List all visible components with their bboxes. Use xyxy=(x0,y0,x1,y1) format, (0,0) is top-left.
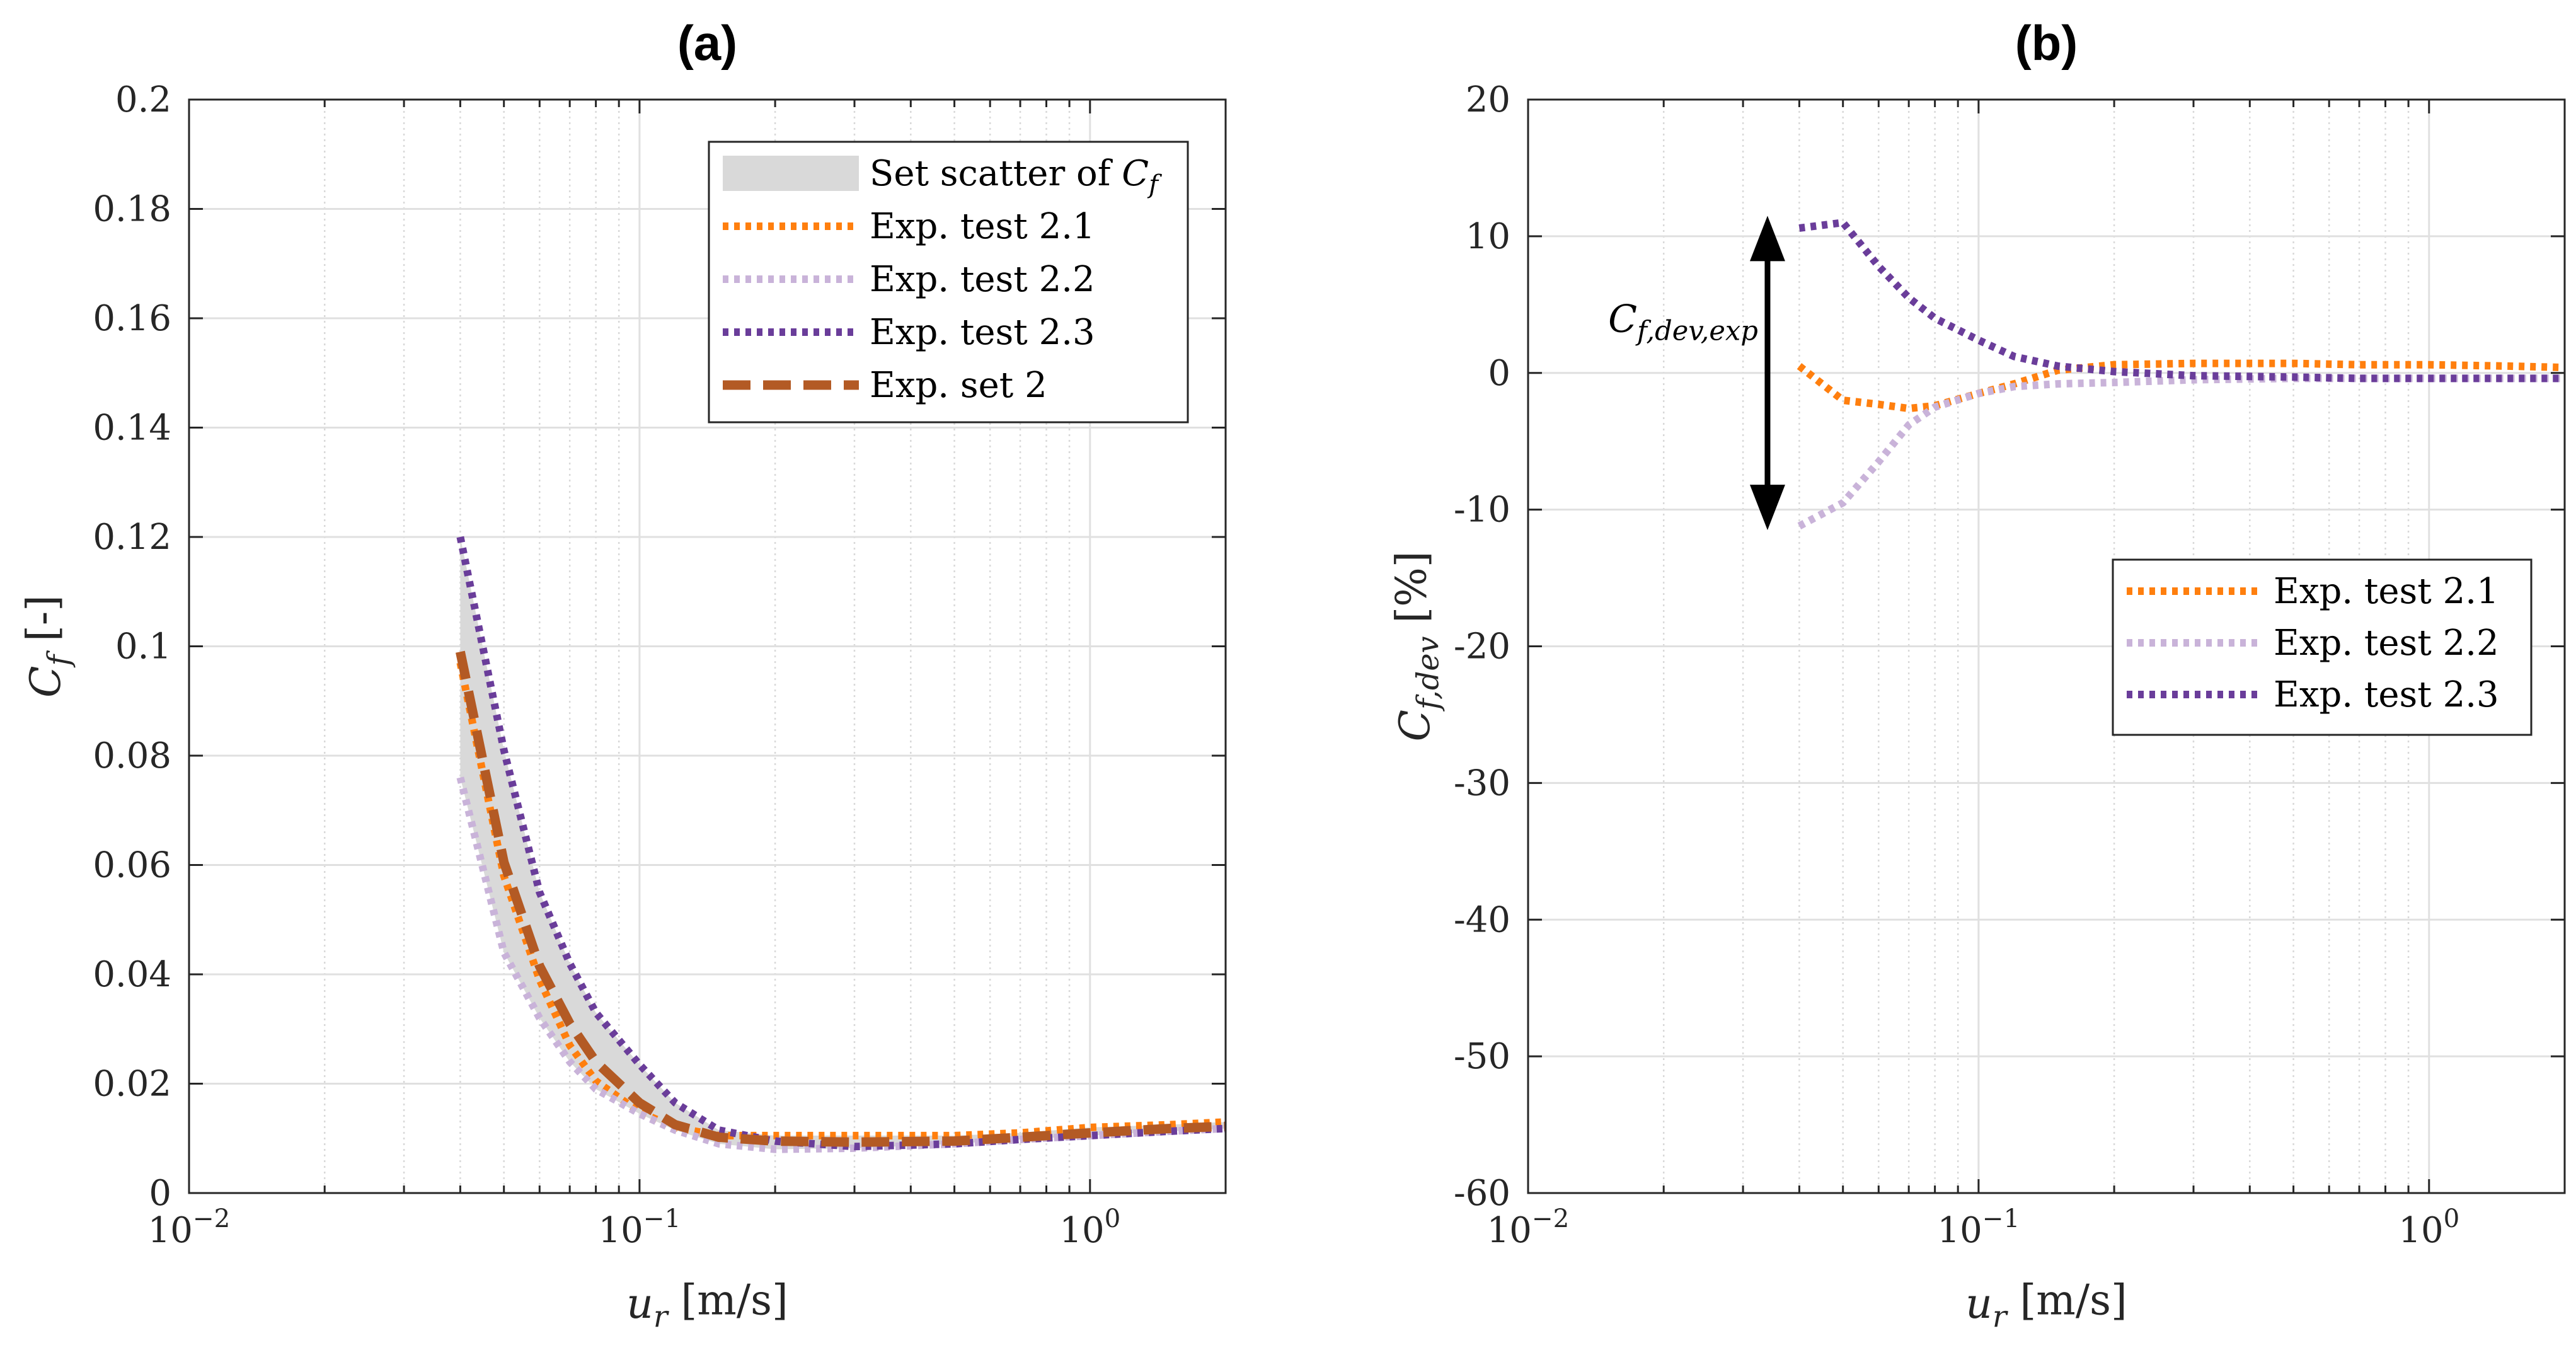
arrow-head-up xyxy=(1749,216,1785,262)
legend-label-scatter-band: Set scatter of Cf xyxy=(870,153,1162,199)
y-tick-label: 0.2 xyxy=(115,79,171,120)
annotation-label: Cf,dev,exp xyxy=(1608,297,1758,347)
legend-label: Exp. test 2.1 xyxy=(2274,571,2499,612)
y-axis-label: Cf [-] xyxy=(18,595,76,698)
series-line-exp-test-2-1 xyxy=(1797,359,2565,413)
y-tick-label: -30 xyxy=(1454,763,1510,804)
legend-label: Exp. test 2.3 xyxy=(2274,674,2499,715)
series-line-exp-set-2 xyxy=(456,650,1226,1147)
series-line-exp-test-2-3 xyxy=(456,536,1226,1151)
y-tick-label: 0.12 xyxy=(93,517,171,558)
series-group xyxy=(456,536,1226,1153)
y-tick-label: -10 xyxy=(1454,490,1510,531)
chart-title: (b) xyxy=(2015,15,2078,71)
legend: Exp. test 2.1 Exp. test 2.2 Exp. test 2.3 xyxy=(2112,558,2533,736)
legend-label: Exp. test 2.3 xyxy=(870,312,1095,353)
y-tick-label: 0.06 xyxy=(93,845,171,886)
x-tick-label: 10−1 xyxy=(1938,1204,2020,1251)
deviation-annotation: Cf,dev,exp xyxy=(1608,216,1785,531)
series-group xyxy=(1797,219,2565,529)
y-tick-label: -60 xyxy=(1454,1173,1510,1214)
x-tick-label: 10−1 xyxy=(599,1204,681,1251)
legend: Set scatter of Cf Exp. test 2.1 Exp. test … xyxy=(708,141,1189,424)
legend-label: Exp. test 2.2 xyxy=(870,259,1095,300)
legend-swatch-scatter-band xyxy=(723,156,859,191)
y-tick-label: -40 xyxy=(1454,899,1510,940)
arrow-head-down xyxy=(1749,485,1785,531)
axes: 10−2 10−1 100 0 0.02 0.04 0.06 0.08 0.1 0.12 0.14 0… xyxy=(93,79,1227,1251)
legend-label: Exp. set 2 xyxy=(870,365,1047,406)
legend-label: Exp. test 2.2 xyxy=(2274,623,2499,664)
y-tick-label: 0.18 xyxy=(93,189,171,230)
legend-label: Exp. test 2.1 xyxy=(870,206,1095,247)
x-axis-label: ur [m/s] xyxy=(626,1276,788,1334)
y-tick-label: 0 xyxy=(149,1173,171,1214)
y-tick-label: 0.14 xyxy=(93,408,171,449)
y-tick-label: 0.04 xyxy=(93,954,171,995)
chart-title: (a) xyxy=(677,15,737,71)
series-line-exp-test-2-3 xyxy=(1798,219,2565,383)
axes: 10−2 10−1 100 -60 -50 -40 -30 -20 -10 0 10 20 xyxy=(1454,79,2566,1251)
y-tick-label: 0.08 xyxy=(93,735,171,776)
y-tick-label: 10 xyxy=(1466,216,1510,257)
y-tick-label: -20 xyxy=(1454,626,1510,667)
legend-box xyxy=(2112,558,2533,736)
y-tick-label: 20 xyxy=(1466,79,1510,120)
y-tick-label: 0 xyxy=(1488,353,1510,394)
x-tick-label: 10−2 xyxy=(148,1204,231,1251)
y-tick-label: -50 xyxy=(1454,1036,1510,1077)
x-tick-label: 100 xyxy=(1059,1204,1120,1251)
y-tick-label: 0.16 xyxy=(93,298,171,339)
series-line-exp-test-2-2 xyxy=(1797,374,2565,529)
x-axis-label: ur [m/s] xyxy=(1965,1276,2127,1334)
y-tick-label: 0.02 xyxy=(93,1064,171,1105)
panel-a: 10−2 10−1 100 0 0.02 0.04 0.06 0.08 0.1 0.12 0.14 0… xyxy=(18,15,1227,1334)
x-tick-label: 10−2 xyxy=(1487,1204,1570,1251)
x-tick-label: 100 xyxy=(2398,1204,2459,1251)
panel-b: 10−2 10−1 100 -60 -50 -40 -30 -20 -10 0 10 20 (b) ur … xyxy=(1387,15,2566,1334)
y-axis-label: Cf,dev [%] xyxy=(1387,551,1446,741)
y-tick-label: 0.1 xyxy=(115,626,171,667)
